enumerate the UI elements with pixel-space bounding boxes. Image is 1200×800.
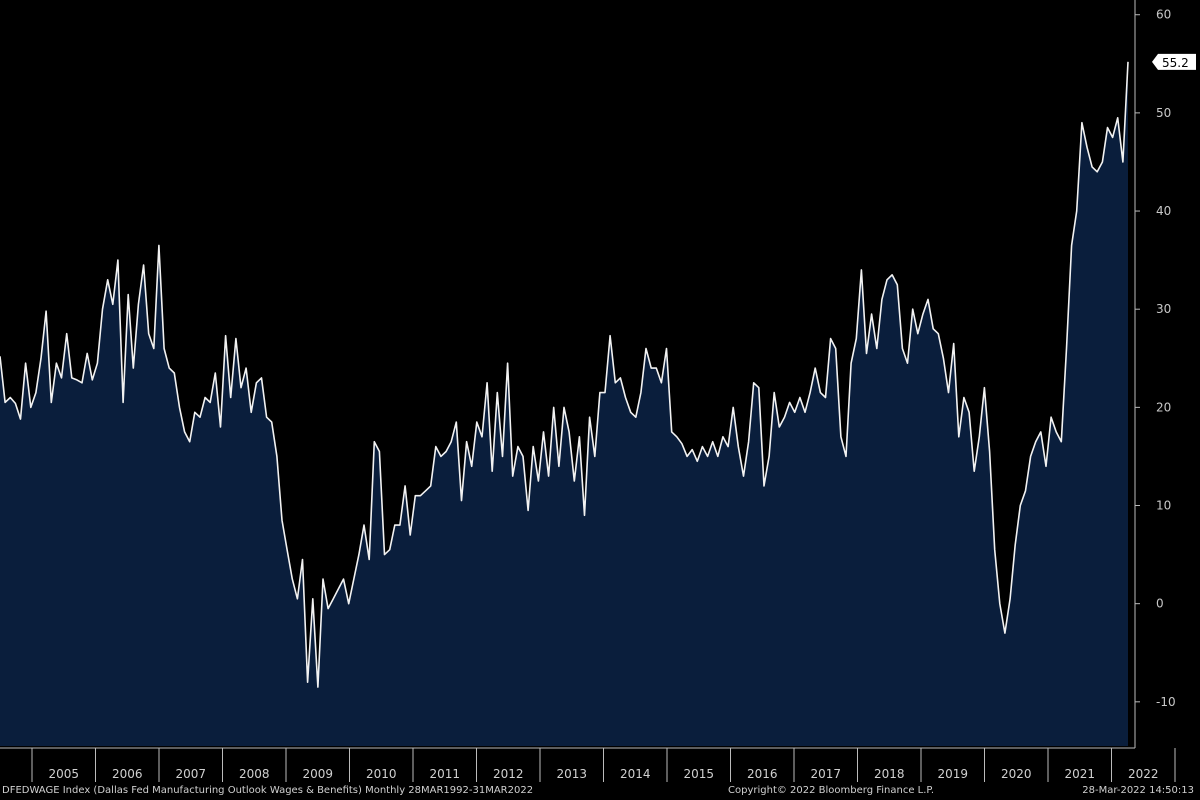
- x-tick-label: 2008: [239, 767, 270, 781]
- x-tick-label: 2019: [937, 767, 968, 781]
- plot-area: [0, 61, 1129, 747]
- last-value-label: 55.2: [1152, 53, 1196, 70]
- y-tick-label: 30: [1156, 302, 1171, 316]
- x-tick-label: 2018: [874, 767, 905, 781]
- x-tick-label: 2010: [366, 767, 397, 781]
- x-tick-label: 2013: [556, 767, 587, 781]
- x-tick-label: 2012: [493, 767, 524, 781]
- last-value-box: [1152, 53, 1196, 70]
- x-tick-label: 2022: [1128, 767, 1159, 781]
- x-tick-label: 2006: [112, 767, 143, 781]
- y-tick-label: 40: [1156, 204, 1171, 218]
- x-tick-label: 2007: [175, 767, 206, 781]
- x-tick-label: 2009: [302, 767, 333, 781]
- y-tick-label: -10: [1156, 695, 1176, 709]
- y-tick-label: 10: [1156, 499, 1171, 513]
- y-tick-label: 60: [1156, 8, 1171, 22]
- x-tick-label: 2014: [620, 767, 651, 781]
- chart-footer: DFEDWAGE Index (Dallas Fed Manufacturing…: [0, 783, 1200, 800]
- area-fill: [0, 61, 1128, 747]
- x-tick-label: 2016: [747, 767, 778, 781]
- last-value-text: 55.2: [1162, 56, 1189, 70]
- series-line: [0, 61, 1129, 688]
- x-tick-label: 2011: [429, 767, 460, 781]
- footer-timestamp: 28-Mar-2022 14:50:13: [1082, 785, 1194, 796]
- footer-copyright: Copyright© 2022 Bloomberg Finance L.P.: [728, 785, 935, 796]
- x-tick-label: 2015: [683, 767, 714, 781]
- x-tick-label: 2005: [48, 767, 79, 781]
- y-tick-label: 50: [1156, 106, 1171, 120]
- x-tick-label: 2021: [1064, 767, 1095, 781]
- y-tick-label: 20: [1156, 400, 1171, 414]
- y-tick-label: 0: [1156, 597, 1164, 611]
- x-tick-label: 2017: [810, 767, 841, 781]
- x-tick-label: 2020: [1001, 767, 1032, 781]
- footer-source: DFEDWAGE Index (Dallas Fed Manufacturing…: [2, 785, 534, 796]
